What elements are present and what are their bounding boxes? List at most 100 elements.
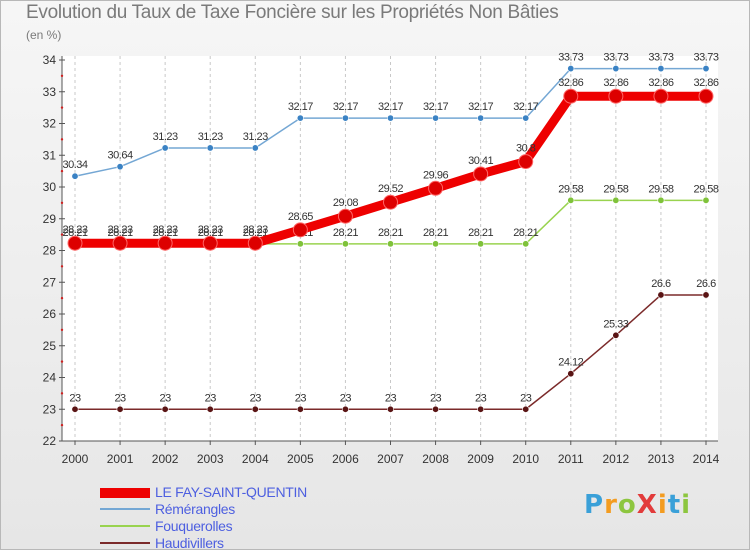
data-point-haudivillers bbox=[296, 405, 304, 413]
data-label-fouquerolles: 28.21 bbox=[153, 227, 178, 239]
data-point-fouquerolles bbox=[386, 240, 394, 248]
data-label-remerangles: 32.17 bbox=[378, 101, 403, 113]
legend-item-fouquerolles: Fouquerolles bbox=[100, 518, 360, 535]
data-point-fouquerolles bbox=[702, 196, 710, 204]
data-label-fouquerolles: 28.21 bbox=[198, 227, 223, 239]
data-label-fouquerolles: 28.21 bbox=[62, 227, 87, 239]
data-point-haudivillers bbox=[612, 331, 620, 339]
data-point-haudivillers bbox=[386, 405, 394, 413]
y-tick-label: 27 bbox=[43, 275, 57, 289]
data-point-fouquerolles bbox=[432, 240, 440, 248]
logo-letter: i bbox=[681, 490, 692, 520]
y-tick-label: 24 bbox=[43, 371, 57, 385]
data-label-haudivillers: 23 bbox=[205, 392, 217, 404]
legend-item-le-fay-saint-quentin: LE FAY-SAINT-QUENTIN bbox=[100, 484, 360, 501]
y-minor-tick bbox=[60, 169, 64, 173]
data-point-le-fay-saint-quentin bbox=[518, 154, 534, 170]
x-tick-label: 2008 bbox=[422, 452, 449, 466]
y-tick-label: 34 bbox=[43, 53, 57, 67]
data-label-le-fay-saint-quentin: 32.86 bbox=[603, 77, 628, 89]
y-tick-label: 26 bbox=[43, 307, 57, 321]
data-label-le-fay-saint-quentin: 28.65 bbox=[288, 211, 313, 223]
data-label-le-fay-saint-quentin: 28.23 bbox=[243, 224, 268, 236]
data-label-haudivillers: 23 bbox=[520, 392, 532, 404]
data-label-le-fay-saint-quentin: 29.52 bbox=[378, 183, 403, 195]
y-minor-tick bbox=[60, 233, 64, 236]
logo-letter: P bbox=[584, 490, 605, 520]
data-label-remerangles: 33.73 bbox=[693, 52, 718, 64]
data-point-haudivillers bbox=[251, 405, 259, 413]
data-point-le-fay-saint-quentin bbox=[608, 88, 624, 104]
data-point-le-fay-saint-quentin bbox=[337, 208, 353, 224]
data-label-haudivillers: 23 bbox=[430, 392, 442, 404]
data-label-remerangles: 31.23 bbox=[198, 131, 223, 143]
data-point-remerangles bbox=[702, 65, 710, 73]
y-minor-tick bbox=[60, 138, 64, 141]
data-point-remerangles bbox=[116, 163, 124, 171]
x-tick-label: 2013 bbox=[648, 452, 675, 466]
data-point-remerangles bbox=[386, 114, 394, 122]
data-point-le-fay-saint-quentin bbox=[698, 88, 714, 104]
chart-legend: LE FAY-SAINT-QUENTIN Rémérangles Fouquer… bbox=[100, 484, 360, 552]
y-minor-tick bbox=[60, 106, 64, 109]
data-point-remerangles bbox=[477, 114, 485, 122]
legend-label: Haudivillers bbox=[155, 535, 224, 551]
logo-letter: X bbox=[636, 490, 658, 520]
x-tick-label: 2012 bbox=[603, 452, 630, 466]
legend-item-remerangles: Rémérangles bbox=[100, 501, 360, 518]
y-minor-tick bbox=[60, 296, 64, 300]
y-minor-tick bbox=[60, 360, 64, 363]
data-label-fouquerolles: 28.21 bbox=[513, 227, 538, 239]
y-tick-label: 28 bbox=[43, 244, 57, 258]
y-tick-label: 22 bbox=[43, 434, 57, 448]
data-label-fouquerolles: 28.21 bbox=[378, 227, 403, 239]
logo-letter: r bbox=[604, 490, 618, 520]
y-minor-tick bbox=[60, 201, 64, 205]
data-label-le-fay-saint-quentin: 32.86 bbox=[648, 77, 673, 89]
data-label-remerangles: 30.64 bbox=[108, 150, 133, 162]
data-label-remerangles: 30.34 bbox=[62, 159, 87, 171]
legend-swatch bbox=[100, 508, 150, 510]
data-label-haudivillers: 23 bbox=[114, 392, 126, 404]
data-point-haudivillers bbox=[341, 405, 349, 413]
data-label-remerangles: 32.17 bbox=[423, 101, 448, 113]
data-label-remerangles: 32.17 bbox=[468, 101, 493, 113]
x-tick-label: 2000 bbox=[62, 452, 89, 466]
y-minor-tick bbox=[60, 74, 64, 78]
data-label-fouquerolles: 28.21 bbox=[243, 227, 268, 239]
data-point-haudivillers bbox=[161, 405, 169, 413]
data-label-fouquerolles: 29.58 bbox=[558, 183, 583, 195]
legend-item-haudivillers: Haudivillers bbox=[100, 535, 360, 552]
data-point-le-fay-saint-quentin bbox=[428, 180, 444, 196]
data-point-le-fay-saint-quentin bbox=[67, 235, 83, 251]
data-label-remerangles: 32.17 bbox=[288, 101, 313, 113]
data-label-remerangles: 33.73 bbox=[603, 52, 628, 64]
data-label-remerangles: 32.17 bbox=[513, 101, 538, 113]
data-point-le-fay-saint-quentin bbox=[473, 166, 489, 182]
data-label-haudivillers: 23 bbox=[385, 392, 397, 404]
data-point-remerangles bbox=[341, 114, 349, 122]
y-minor-tick bbox=[60, 328, 64, 332]
data-label-haudivillers: 26.6 bbox=[651, 278, 671, 290]
data-label-fouquerolles: 28.21 bbox=[333, 227, 358, 239]
data-label-fouquerolles: 28.21 bbox=[423, 227, 448, 239]
x-tick-label: 2005 bbox=[287, 452, 314, 466]
legend-label: Fouquerolles bbox=[155, 518, 233, 534]
data-label-haudivillers: 26.6 bbox=[696, 278, 716, 290]
x-tick-label: 2006 bbox=[332, 452, 359, 466]
data-point-haudivillers bbox=[71, 405, 79, 413]
x-tick-label: 2009 bbox=[467, 452, 494, 466]
y-tick-label: 30 bbox=[43, 180, 57, 194]
data-label-fouquerolles: 29.58 bbox=[603, 183, 628, 195]
data-label-remerangles: 31.23 bbox=[153, 131, 178, 143]
x-tick-label: 2001 bbox=[107, 452, 134, 466]
legend-swatch bbox=[100, 542, 150, 544]
legend-label: Rémérangles bbox=[155, 501, 235, 517]
data-point-le-fay-saint-quentin bbox=[383, 194, 398, 210]
data-label-le-fay-saint-quentin: 30.41 bbox=[468, 155, 493, 167]
data-label-le-fay-saint-quentin: 32.86 bbox=[693, 77, 718, 89]
y-tick-label: 31 bbox=[43, 148, 57, 162]
data-point-le-fay-saint-quentin bbox=[202, 235, 218, 251]
data-label-haudivillers: 23 bbox=[160, 392, 172, 404]
